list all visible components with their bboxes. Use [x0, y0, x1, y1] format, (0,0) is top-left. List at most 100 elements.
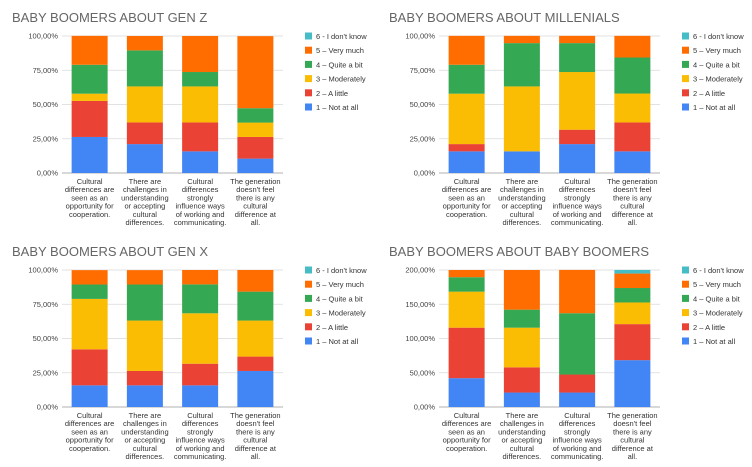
bar-segment — [614, 122, 651, 152]
bar-segment — [503, 309, 540, 328]
bar-segment — [182, 36, 219, 73]
bar-segment — [503, 35, 540, 44]
x-category-label: Cultural differences are seen as an opportu… — [442, 177, 491, 219]
x-category-label: The generation doesn't feel there is any cu… — [607, 411, 657, 461]
chart-title: BABY BOOMERS ABOUT MILLENIALS — [389, 10, 620, 25]
y-tick-label: 25,00% — [410, 134, 436, 143]
legend-swatch — [682, 309, 689, 317]
bar-segment — [614, 269, 651, 274]
bar-segment — [503, 327, 540, 368]
bar-segment — [237, 36, 274, 109]
x-category-label: Cultural differences are seen as an opportu… — [65, 411, 114, 453]
bar-segment — [182, 86, 219, 123]
x-category-label: There are challenges in understanding or ac… — [498, 411, 546, 461]
bar-segment — [503, 43, 540, 87]
bar-segment — [559, 129, 596, 145]
legend-label: 2 – A little — [316, 323, 348, 332]
bar-segment — [503, 270, 540, 310]
legend-swatch — [305, 46, 312, 54]
legend-swatch — [682, 294, 689, 302]
x-category-label: Cultural differences strongly influence way… — [551, 411, 604, 461]
legend-swatch — [305, 103, 312, 111]
legend-label: 1 – Not at all — [316, 337, 358, 346]
y-tick-label: 50,00% — [410, 100, 436, 109]
bar-segment — [237, 291, 274, 321]
legend-label: 5 – Very much — [316, 46, 364, 55]
x-category-label: The generation doesn't feel there is any cu… — [230, 411, 280, 461]
legend-label: 4 – Quite a bit — [316, 294, 364, 303]
legend-label: 4 – Quite a bit — [693, 60, 741, 69]
bar-segment — [503, 392, 540, 407]
y-tick-label: 100,00% — [405, 334, 435, 343]
bar-segment — [559, 392, 596, 407]
y-tick-label: 25,00% — [33, 368, 59, 377]
x-category-label: There are challenges in understanding or ac… — [498, 177, 546, 227]
legend-swatch — [682, 32, 689, 40]
legend-label: 2 – A little — [693, 323, 725, 332]
bar-segment — [559, 144, 596, 173]
bar-segment — [614, 151, 651, 173]
legend-swatch — [682, 46, 689, 54]
bar-segment — [559, 72, 596, 130]
bar-segment — [237, 122, 274, 137]
bar-segment — [448, 64, 485, 94]
legend-swatch — [305, 75, 312, 83]
bar-segment — [126, 370, 163, 386]
legend-swatch — [682, 103, 689, 111]
bar-segment — [182, 385, 219, 407]
y-tick-label: 25,00% — [33, 134, 59, 143]
y-tick-label: 0,00% — [414, 169, 436, 178]
x-category-label: The generation doesn't feel there is any cu… — [607, 177, 657, 227]
legend-label: 2 – A little — [693, 89, 725, 98]
legend-swatch — [305, 309, 312, 317]
y-tick-label: 75,00% — [33, 300, 59, 309]
chart-title: BABY BOOMERS ABOUT BABY BOOMERS — [389, 244, 649, 259]
legend-label: 1 – Not at all — [316, 103, 358, 112]
bar-segment — [182, 363, 219, 386]
bar-segment — [71, 270, 108, 285]
bar-segment — [559, 35, 596, 44]
bar-segment — [71, 64, 108, 94]
legend-label: 3 – Moderately — [693, 309, 743, 318]
bar-segment — [126, 50, 163, 87]
y-tick-label: 200,00% — [405, 266, 435, 275]
bar-segment — [448, 151, 485, 173]
y-tick-label: 50,00% — [33, 334, 59, 343]
legend-label: 6 - I don't know — [693, 266, 744, 275]
bar-segment — [237, 108, 274, 123]
bar-segment — [614, 57, 651, 94]
x-category-label: The generation doesn't feel there is any cu… — [230, 177, 280, 227]
bar-segment — [126, 36, 163, 51]
x-category-label: Cultural differences strongly influence way… — [174, 177, 227, 227]
bar-segment — [503, 151, 540, 173]
y-tick-label: 75,00% — [33, 66, 59, 75]
bar-segment — [559, 374, 596, 393]
legend-label: 3 – Moderately — [693, 75, 743, 84]
chart-title: BABY BOOMERS ABOUT GEN Z — [12, 10, 207, 25]
bar-segment — [71, 385, 108, 407]
bar-segment — [448, 144, 485, 152]
bar-segment — [614, 360, 651, 407]
bar-segment — [182, 72, 219, 87]
legend-swatch — [682, 89, 689, 97]
y-tick-label: 50,00% — [410, 368, 436, 377]
bar-segment — [237, 158, 274, 173]
chart-panel-4: BABY BOOMERS ABOUT BABY BOOMERS 0,00% 50,0… — [389, 244, 744, 461]
bar-segment — [182, 270, 219, 285]
legend-label: 6 - I don't know — [693, 32, 744, 41]
legend-label: 1 – Not at all — [693, 337, 735, 346]
bar-segment — [614, 324, 651, 361]
y-tick-label: 0,00% — [37, 403, 59, 412]
chart-panel-3: BABY BOOMERS ABOUT GEN X 0,00% 25,00% 50,00… — [12, 244, 367, 461]
bar-segment — [126, 320, 163, 371]
bar-segment — [126, 385, 163, 407]
bar-segment — [71, 349, 108, 386]
bar-segment — [71, 284, 108, 299]
bar-segment — [237, 270, 274, 292]
legend-swatch — [682, 280, 689, 288]
bar-segment — [237, 356, 274, 371]
y-tick-label: 100,00% — [28, 32, 58, 41]
y-tick-label: 0,00% — [37, 169, 59, 178]
bar-segment — [237, 370, 274, 407]
